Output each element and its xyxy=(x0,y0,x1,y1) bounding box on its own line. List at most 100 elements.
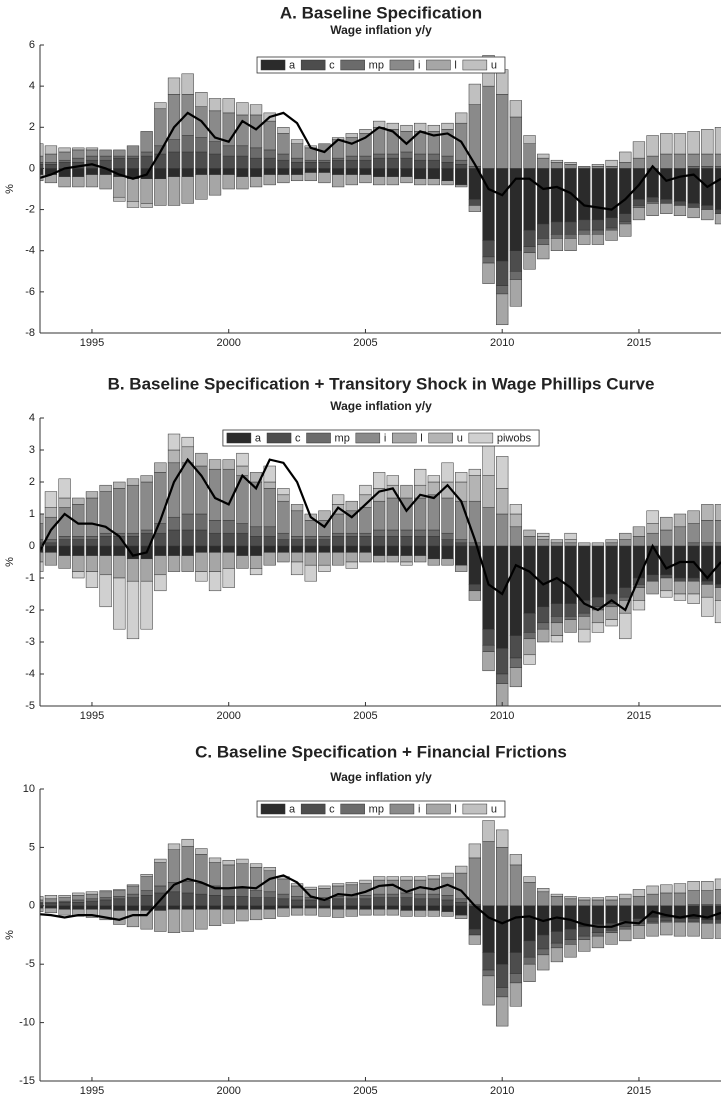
bar-segment xyxy=(619,587,632,598)
bar-segment xyxy=(154,462,167,473)
legend-label: i xyxy=(384,432,386,444)
bar-segment xyxy=(359,159,372,169)
bar-segment xyxy=(660,921,673,936)
bar-segment xyxy=(455,564,468,572)
bar-segment xyxy=(208,857,222,863)
bar-segment xyxy=(400,905,413,911)
bar-segment xyxy=(290,168,304,175)
bar-segment xyxy=(359,898,372,907)
bar-segment xyxy=(509,854,523,866)
bar-segment xyxy=(414,898,427,907)
bar-segment xyxy=(427,545,440,560)
bar-segment xyxy=(373,529,386,537)
x-tick-label: 2015 xyxy=(627,337,651,349)
bar-segment xyxy=(660,590,673,598)
bar-segment xyxy=(632,545,646,579)
bar-segment xyxy=(605,539,618,544)
bar-segment xyxy=(195,552,208,572)
bar-segment xyxy=(605,932,618,945)
y-tick-label: 2 xyxy=(29,476,35,488)
bar-segment xyxy=(482,820,495,842)
bar-segment xyxy=(126,897,140,907)
bar-segment xyxy=(414,153,427,161)
bar-segment xyxy=(660,892,673,907)
bar-segment xyxy=(318,510,331,521)
bar-segment xyxy=(427,159,440,169)
bar-segment xyxy=(58,539,71,547)
bar-segment xyxy=(496,987,509,998)
bar-segment xyxy=(318,564,331,572)
bar-segment xyxy=(482,644,495,652)
bar-segment xyxy=(85,147,99,151)
bar-segment xyxy=(468,205,481,212)
bar-segment xyxy=(619,223,632,237)
x-tick-label: 2015 xyxy=(627,710,651,722)
bar-segment xyxy=(373,176,386,186)
bar-segment xyxy=(85,898,99,902)
bar-segment xyxy=(99,899,112,907)
bar-segment xyxy=(386,909,399,916)
bar-segment xyxy=(373,893,386,898)
bar-segment xyxy=(687,921,700,937)
bar-segment xyxy=(72,149,85,159)
bar-segment xyxy=(441,905,454,912)
bar-segment xyxy=(564,168,577,223)
bar-segment xyxy=(496,905,509,965)
bar-segment xyxy=(523,654,536,665)
bar-segment xyxy=(290,504,304,512)
bar-segment xyxy=(591,935,605,949)
bar-segment xyxy=(40,162,44,165)
legend-swatch xyxy=(428,432,453,444)
bar-segment xyxy=(523,252,536,270)
bar-segment xyxy=(605,545,618,595)
bar-segment xyxy=(673,892,687,907)
legend-box xyxy=(222,429,540,447)
bar-segment xyxy=(345,882,358,886)
legend-label: mp xyxy=(369,803,384,815)
bar-segment xyxy=(222,568,235,588)
bar-segment xyxy=(277,878,290,895)
y-tick-label: -4 xyxy=(25,245,35,257)
bar-segment xyxy=(181,529,194,547)
bar-segment xyxy=(701,166,714,169)
bar-segment xyxy=(509,905,523,953)
bar-segment xyxy=(400,561,413,566)
bar-segment xyxy=(455,159,468,165)
bar-segment xyxy=(564,545,577,604)
bar-segment xyxy=(564,164,577,169)
panel: B. Baseline Specification + Transitory S… xyxy=(4,374,721,722)
bar-segment xyxy=(331,532,345,537)
bar-segment xyxy=(564,238,577,251)
bar-segment xyxy=(537,153,550,159)
bar-segment xyxy=(619,905,632,922)
legend-label: c xyxy=(295,432,301,444)
bar-segment xyxy=(673,153,687,169)
bar-segment xyxy=(58,545,71,556)
bar-segment xyxy=(249,863,263,868)
bar-segment xyxy=(509,168,523,251)
bar-segment xyxy=(455,112,468,124)
bar-segment xyxy=(126,580,140,640)
bar-segment xyxy=(427,153,440,161)
bar-segment xyxy=(673,580,687,595)
x-tick-label: 1995 xyxy=(80,337,104,349)
bar-segment xyxy=(550,168,564,223)
bar-segment xyxy=(537,157,550,169)
bar-segment xyxy=(578,219,591,231)
bar-segment xyxy=(277,552,290,563)
bar-segment xyxy=(181,545,194,556)
bar-segment xyxy=(537,628,550,643)
bar-segment xyxy=(509,635,523,659)
bar-segment xyxy=(72,545,85,556)
bar-segment xyxy=(591,905,605,925)
bar-segment xyxy=(167,433,181,451)
bar-segment xyxy=(222,155,235,169)
bar-segment xyxy=(509,667,523,688)
bar-segment xyxy=(509,250,523,272)
bar-segment xyxy=(345,155,358,161)
bar-segment xyxy=(564,896,577,900)
bar-segment xyxy=(605,217,618,229)
bar-segment xyxy=(72,899,85,903)
bar-segment xyxy=(523,246,536,254)
bar-segment xyxy=(359,545,372,553)
